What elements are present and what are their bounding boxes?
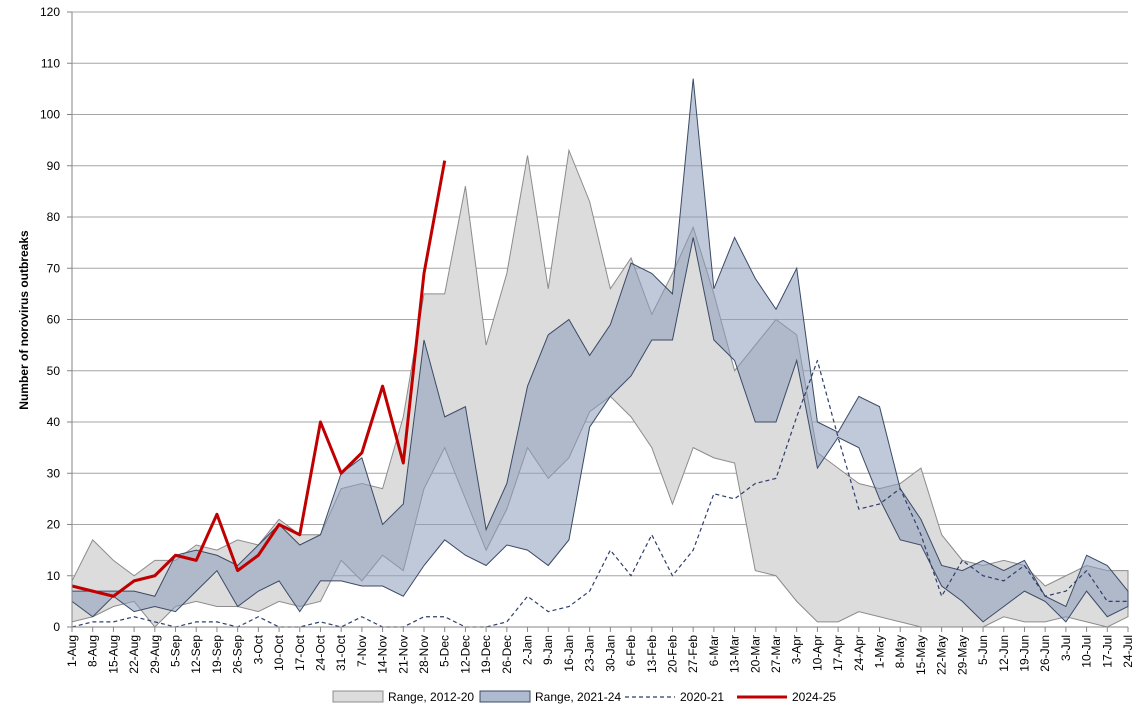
x-tick-label: 12-Dec bbox=[458, 635, 472, 674]
x-tick-label: 8-May bbox=[893, 635, 907, 668]
x-tick-label: 29-May bbox=[955, 635, 969, 675]
x-tick-label: 22-Aug bbox=[127, 635, 141, 674]
x-tick-label: 31-Oct bbox=[334, 634, 348, 671]
y-tick-label: 110 bbox=[41, 56, 60, 70]
x-tick-label: 28-Nov bbox=[417, 635, 431, 674]
x-tick-label: 19-Sep bbox=[210, 635, 224, 674]
x-tick-label: 26-Jun bbox=[1038, 635, 1052, 672]
x-tick-label: 3-Jul bbox=[1059, 635, 1073, 661]
y-tick-label: 20 bbox=[47, 518, 61, 532]
x-tick-label: 6-Feb bbox=[624, 635, 638, 667]
x-tick-label: 29-Aug bbox=[148, 635, 162, 674]
legend-swatch bbox=[332, 690, 384, 703]
x-tick-label: 24-Jul bbox=[1121, 635, 1135, 668]
series-line-3 bbox=[71, 160, 447, 598]
x-tick-label: 15-May bbox=[914, 635, 928, 675]
legend-label: 2020-21 bbox=[680, 690, 724, 704]
legend-item: 2024-25 bbox=[737, 690, 836, 704]
x-tick-label: 3-Oct bbox=[251, 634, 265, 664]
x-tick-label: 24-Oct bbox=[313, 634, 327, 671]
x-tick-label: 19-Jun bbox=[1017, 635, 1031, 672]
x-tick-label: 9-Jan bbox=[541, 635, 555, 665]
x-tick-label: 6-Mar bbox=[707, 635, 721, 666]
y-tick-label: 90 bbox=[47, 159, 61, 173]
range-area-1 bbox=[71, 78, 1129, 623]
y-tick-label: 70 bbox=[47, 261, 61, 275]
x-tick-label: 10-Jul bbox=[1080, 635, 1094, 668]
y-tick-label: 50 bbox=[47, 364, 61, 378]
x-tick-label: 27-Mar bbox=[769, 635, 783, 673]
y-tick-label: 80 bbox=[47, 210, 61, 224]
x-tick-label: 30-Jan bbox=[603, 635, 617, 672]
x-tick-label: 15-Aug bbox=[106, 635, 120, 674]
legend: Range, 2012-20 Range, 2021-24 2020-21 2024-… bbox=[332, 690, 836, 704]
range-areas bbox=[71, 78, 1129, 628]
x-tick-label: 10-Apr bbox=[810, 635, 824, 671]
x-tick-label: 10-Oct bbox=[272, 634, 286, 671]
legend-item: Range, 2021-24 bbox=[479, 690, 621, 704]
x-tick-label: 5-Sep bbox=[169, 635, 183, 667]
x-tick-label: 12-Sep bbox=[189, 635, 203, 674]
x-tick-label: 17-Jul bbox=[1100, 635, 1114, 668]
x-tick-label: 27-Feb bbox=[686, 635, 700, 673]
x-tick-label: 21-Nov bbox=[396, 635, 410, 674]
y-tick-label: 60 bbox=[47, 313, 61, 327]
series-line-2 bbox=[71, 359, 1128, 628]
x-tick-labels: 1-Aug 8-Aug 15-Aug 22-Aug 29-Aug 5-Sep 12-Sep 1… bbox=[65, 634, 1135, 675]
x-tick-label: 24-Apr bbox=[852, 635, 866, 671]
legend-item: 2020-21 bbox=[625, 690, 724, 704]
x-tick-label: 5-Jun bbox=[976, 635, 990, 665]
x-tick-label: 12-Jun bbox=[997, 635, 1011, 672]
x-tick-label: 23-Jan bbox=[583, 635, 597, 672]
legend-swatch bbox=[479, 690, 531, 703]
x-tick-label: 2-Jan bbox=[521, 635, 535, 665]
y-tick-label: 0 bbox=[53, 620, 60, 634]
y-tick-labels: 0 10 20 30 40 50 60 70 80 90 100 110 120 bbox=[40, 5, 60, 634]
x-tick-label: 8-Aug bbox=[86, 635, 100, 667]
y-tick-label: 30 bbox=[47, 466, 61, 480]
axes bbox=[71, 12, 1129, 632]
series-lines bbox=[71, 160, 1128, 628]
x-tick-label: 3-Apr bbox=[790, 635, 804, 664]
x-tick-label: 1-Aug bbox=[65, 635, 79, 667]
y-axis-label: Number of norovirus outbreaks bbox=[17, 230, 31, 410]
legend-item: Range, 2012-20 bbox=[332, 690, 474, 704]
legend-label: Range, 2012-20 bbox=[388, 690, 474, 704]
x-tick-label: 22-May bbox=[935, 635, 949, 675]
x-tick-label: 1-May bbox=[873, 635, 887, 668]
x-tick-label: 13-Mar bbox=[728, 635, 742, 673]
x-tick-label: 20-Mar bbox=[748, 635, 762, 673]
y-tick-label: 10 bbox=[47, 569, 61, 583]
legend-label: Range, 2021-24 bbox=[535, 690, 621, 704]
y-tick-label: 100 bbox=[40, 108, 60, 122]
x-tick-label: 26-Dec bbox=[500, 635, 514, 674]
x-tick-label: 20-Feb bbox=[665, 635, 679, 673]
y-tick-label: 40 bbox=[47, 415, 61, 429]
x-tick-label: 17-Apr bbox=[831, 635, 845, 671]
x-tick-label: 7-Nov bbox=[355, 635, 369, 667]
x-tick-label: 17-Oct bbox=[293, 634, 307, 671]
x-tick-label: 14-Nov bbox=[376, 635, 390, 674]
x-tick-label: 26-Sep bbox=[231, 635, 245, 674]
x-tick-label: 5-Dec bbox=[438, 635, 452, 667]
x-tick-label: 19-Dec bbox=[479, 635, 493, 674]
legend-label: 2024-25 bbox=[792, 690, 836, 704]
y-tick-label: 120 bbox=[40, 5, 60, 19]
x-tick-label: 13-Feb bbox=[645, 635, 659, 673]
x-tick-label: 16-Jan bbox=[562, 635, 576, 672]
